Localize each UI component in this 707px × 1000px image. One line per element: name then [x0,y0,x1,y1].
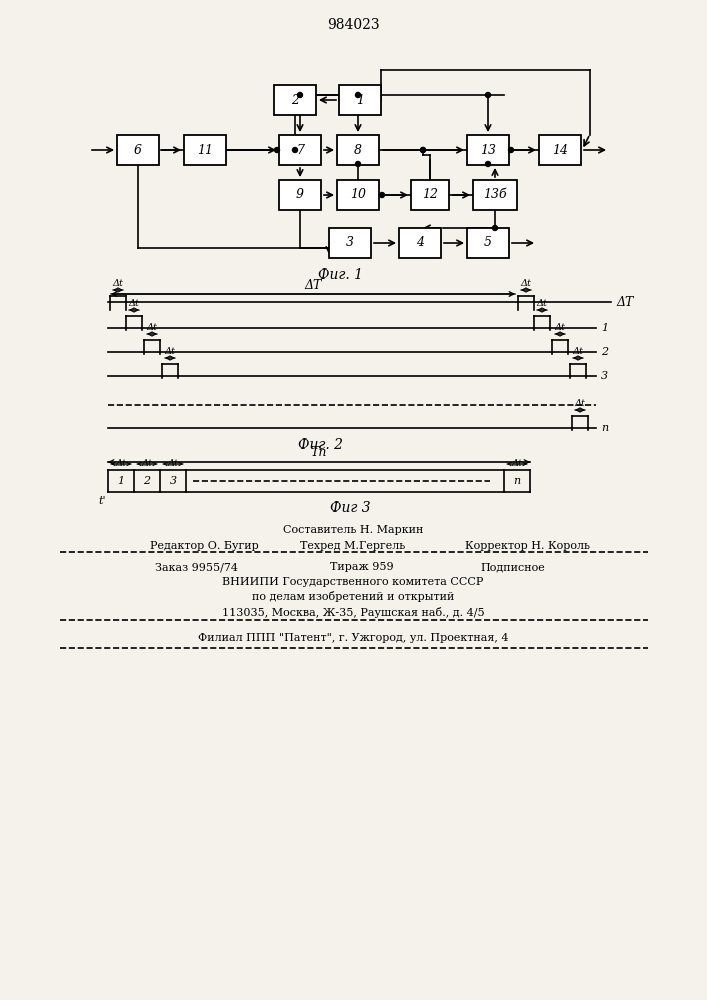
Text: 113035, Москва, Ж-35, Раушская наб., д. 4/5: 113035, Москва, Ж-35, Раушская наб., д. … [222,606,484,617]
Text: Техред М.Гергель: Техред М.Гергель [300,541,405,551]
Text: Δt: Δt [520,279,532,288]
Circle shape [380,192,385,198]
Circle shape [298,93,303,98]
FancyBboxPatch shape [467,228,509,258]
Circle shape [508,147,513,152]
Text: Тираж 959: Тираж 959 [330,562,394,572]
Text: Δt: Δt [512,459,522,468]
FancyBboxPatch shape [337,180,379,210]
Text: Фиг. 2: Фиг. 2 [298,438,342,452]
Text: n: n [513,476,520,486]
Text: 1: 1 [117,476,124,486]
FancyBboxPatch shape [339,85,381,115]
FancyBboxPatch shape [279,180,321,210]
Text: Подписное: Подписное [480,562,545,572]
FancyBboxPatch shape [329,228,371,258]
Text: 6: 6 [134,143,142,156]
Text: ΔT: ΔT [616,296,633,308]
Text: Фиг. 1: Фиг. 1 [317,268,363,282]
Text: 3: 3 [346,236,354,249]
Text: Δt: Δt [141,459,153,468]
Text: по делам изобретений и открытий: по делам изобретений и открытий [252,591,454,602]
Text: 984023: 984023 [327,18,380,32]
Text: 11: 11 [197,143,213,156]
Text: Δt: Δt [146,323,158,332]
Text: Редактор О. Бугир: Редактор О. Бугир [150,541,259,551]
Circle shape [486,161,491,166]
Text: t': t' [98,496,106,506]
Text: n: n [601,423,608,433]
FancyBboxPatch shape [411,180,449,210]
Text: Фиг 3: Фиг 3 [329,501,370,515]
Text: 9: 9 [296,188,304,202]
Text: Δt: Δt [129,299,139,308]
Circle shape [493,226,498,231]
FancyBboxPatch shape [473,180,517,210]
Text: 1: 1 [601,323,608,333]
Text: Δt: Δt [573,347,583,356]
FancyBboxPatch shape [274,85,316,115]
Text: 2: 2 [144,476,151,486]
FancyBboxPatch shape [184,135,226,165]
Text: 2: 2 [601,347,608,357]
Circle shape [486,93,491,98]
FancyBboxPatch shape [399,228,441,258]
Text: 13б: 13б [483,188,507,202]
Circle shape [356,93,361,98]
Text: Tn: Tn [311,446,327,459]
Text: 1: 1 [356,94,364,106]
Circle shape [293,147,298,152]
Text: 4: 4 [416,236,424,249]
Text: Δt: Δt [115,459,127,468]
Text: Δt: Δt [537,299,547,308]
Text: Филиал ППП "Патент", г. Ужгород, ул. Проектная, 4: Филиал ППП "Патент", г. Ужгород, ул. Про… [198,633,508,643]
FancyBboxPatch shape [539,135,581,165]
Text: Корректор Н. Король: Корректор Н. Король [465,541,590,551]
Circle shape [274,147,279,152]
Text: 7: 7 [296,143,304,156]
Text: Δt: Δt [575,399,585,408]
FancyBboxPatch shape [467,135,509,165]
Circle shape [356,161,361,166]
Circle shape [421,147,426,152]
FancyBboxPatch shape [117,135,159,165]
Text: ВНИИПИ Государственного комитета СССР: ВНИИПИ Государственного комитета СССР [222,577,484,587]
Text: 3: 3 [170,476,177,486]
Text: Δt: Δt [112,279,124,288]
Text: Заказ 9955/74: Заказ 9955/74 [155,562,238,572]
Text: Δt: Δt [168,459,178,468]
Text: Δt: Δt [554,323,566,332]
FancyBboxPatch shape [279,135,321,165]
Text: 5: 5 [484,236,492,249]
Text: 13: 13 [480,143,496,156]
Text: Δt: Δt [165,347,175,356]
Text: 10: 10 [350,188,366,202]
Text: Составитель Н. Маркин: Составитель Н. Маркин [283,525,423,535]
Text: 14: 14 [552,143,568,156]
Text: 12: 12 [422,188,438,202]
Text: 2: 2 [291,94,299,106]
FancyBboxPatch shape [337,135,379,165]
Text: 8: 8 [354,143,362,156]
Circle shape [421,147,426,152]
Text: ΔT: ΔT [304,279,322,292]
Text: 3: 3 [601,371,608,381]
